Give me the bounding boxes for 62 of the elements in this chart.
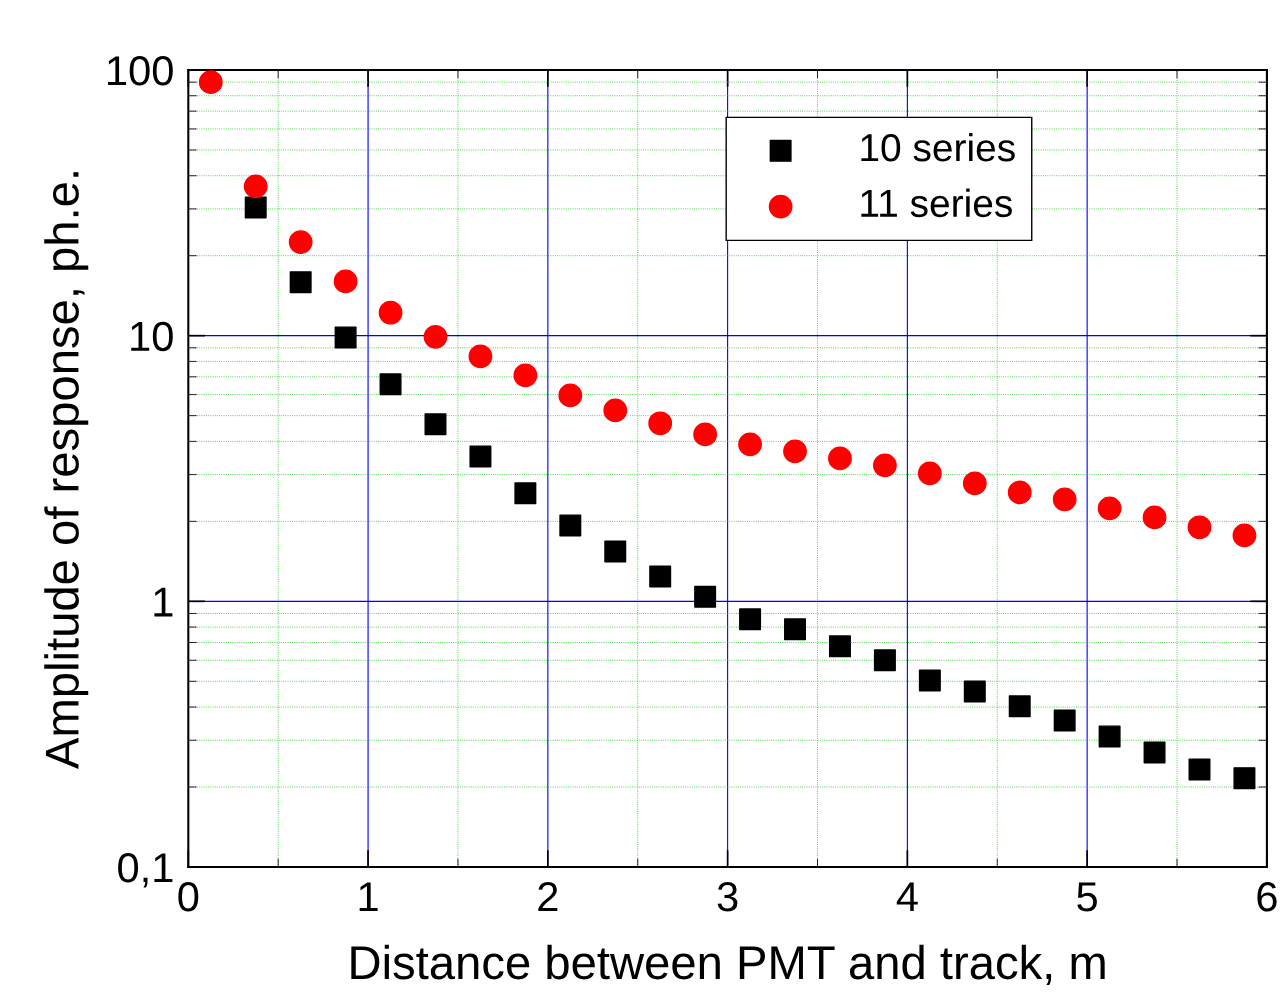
- point: [468, 344, 493, 369]
- point: [917, 461, 942, 486]
- point: [604, 540, 627, 563]
- y-tick-label: 0,1: [118, 853, 173, 888]
- x-tick-label: 2: [538, 881, 558, 912]
- point: [1187, 515, 1212, 540]
- point: [1188, 758, 1211, 781]
- point: [378, 300, 403, 325]
- point: [603, 398, 628, 423]
- point: [693, 422, 718, 447]
- point: [1053, 709, 1076, 732]
- point: [289, 271, 312, 294]
- point: [469, 445, 492, 468]
- legend-label: 10 series: [861, 132, 1015, 162]
- point: [333, 269, 358, 294]
- point: [243, 174, 268, 199]
- point: [514, 482, 537, 505]
- point: [962, 471, 987, 496]
- point: [918, 669, 941, 692]
- point: [783, 439, 807, 464]
- point: [559, 514, 582, 537]
- point: [379, 373, 402, 396]
- point: [244, 196, 267, 219]
- point: [558, 383, 583, 408]
- point: [828, 635, 851, 658]
- y-tick-label: 1: [154, 587, 173, 617]
- point: [649, 565, 672, 588]
- point: [1007, 480, 1032, 505]
- x-tick-label: 5: [1077, 882, 1097, 912]
- x-tick-label: 3: [717, 881, 738, 912]
- point: [784, 618, 807, 641]
- y-tick-label: 10: [131, 321, 173, 352]
- point: [288, 230, 313, 254]
- point: [1052, 487, 1077, 512]
- point: [738, 432, 762, 457]
- x-axis-title: Distance between PMT and track, m: [351, 944, 1105, 985]
- point: [1098, 725, 1121, 748]
- point: [963, 680, 986, 703]
- point: [1232, 523, 1257, 548]
- legend-label: 11 series: [861, 188, 1012, 218]
- point: [873, 453, 897, 478]
- x-tick-label: 0: [178, 881, 199, 912]
- point: [334, 326, 357, 349]
- point: [1143, 741, 1166, 764]
- point: [828, 446, 852, 471]
- point: [1142, 505, 1167, 530]
- point: [513, 363, 538, 388]
- point: [198, 70, 223, 95]
- y-tick-label: 100: [108, 56, 173, 86]
- point: [1097, 496, 1122, 521]
- point: [423, 324, 448, 349]
- point: [1008, 695, 1031, 718]
- point: [873, 649, 896, 672]
- point: [1233, 767, 1256, 790]
- point: [424, 413, 447, 436]
- point: [739, 608, 762, 631]
- y-axis-title: Amplitude of response, ph.e.: [44, 172, 89, 769]
- x-tick-label: 6: [1257, 881, 1277, 912]
- point: [694, 585, 717, 608]
- point: [648, 411, 673, 436]
- x-tick-label: 1: [359, 882, 378, 912]
- x-tick-label: 4: [896, 882, 918, 912]
